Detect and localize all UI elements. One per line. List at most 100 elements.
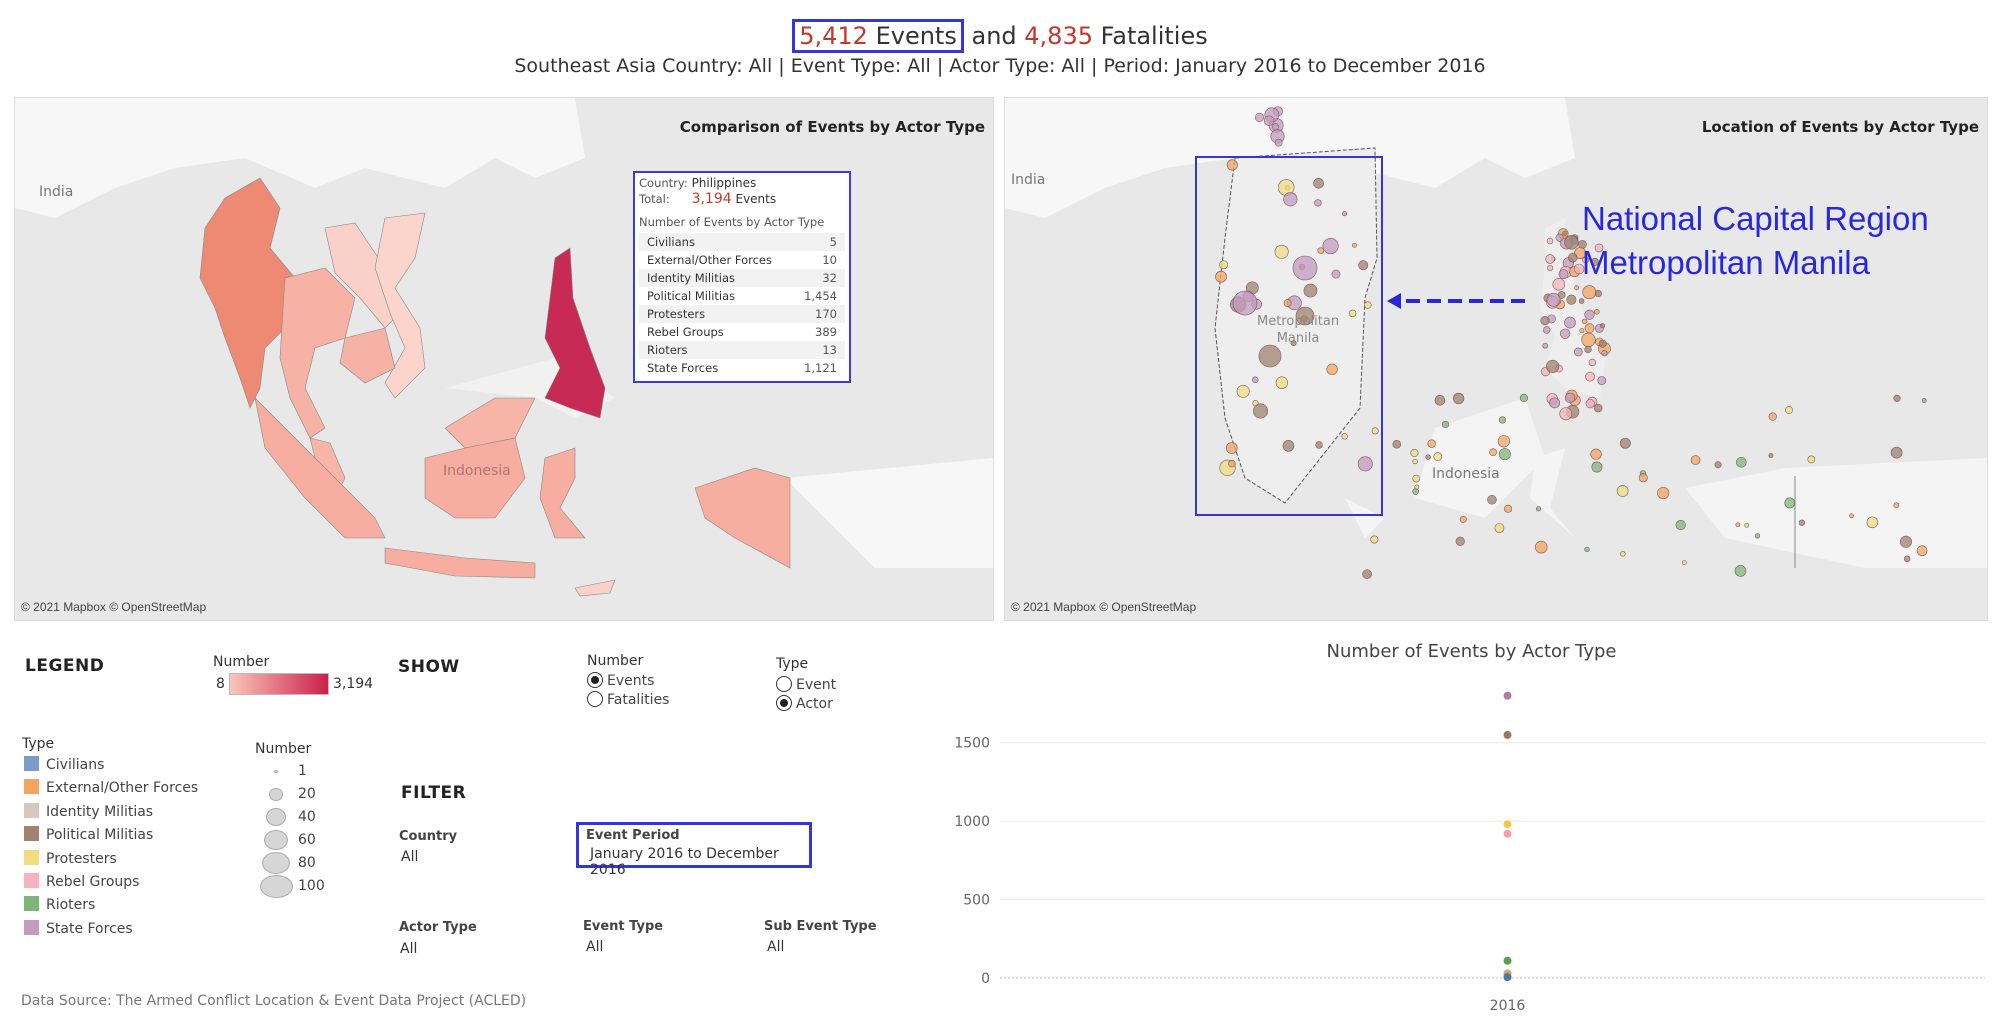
- legend-type-item[interactable]: Rebel Groups: [24, 872, 198, 896]
- event-dot-indonesia[interactable]: [1504, 504, 1513, 513]
- event-dot-manila[interactable]: [1322, 237, 1339, 255]
- legend-type-item[interactable]: Identity Militias: [24, 802, 198, 826]
- event-dot-manila[interactable]: [1275, 376, 1289, 389]
- event-dot-manila[interactable]: [1331, 269, 1341, 279]
- event-dot-philippines[interactable]: [1558, 269, 1569, 280]
- event-dot-indonesia[interactable]: [1487, 495, 1497, 505]
- event-dot-manila[interactable]: [1357, 456, 1373, 472]
- event-dot-philippines[interactable]: [1559, 328, 1571, 339]
- filter-event-period[interactable]: Event Period January 2016 to December 20…: [576, 822, 812, 878]
- event-dot-philippines[interactable]: [1546, 292, 1561, 307]
- event-dot-manila[interactable]: [1215, 270, 1227, 283]
- radio-option[interactable]: Fatalities: [587, 691, 669, 710]
- event-dot-indonesia[interactable]: [1590, 448, 1602, 460]
- event-dot-indonesia[interactable]: [1893, 394, 1901, 402]
- event-dot-indonesia[interactable]: [1455, 536, 1465, 546]
- event-dot-manila[interactable]: [1313, 177, 1324, 189]
- event-dot-indonesia[interactable]: [1681, 560, 1687, 565]
- event-dot-indonesia[interactable]: [1591, 461, 1603, 473]
- event-dot-manila[interactable]: [1253, 403, 1269, 419]
- event-dot-philippines[interactable]: [1601, 350, 1608, 357]
- radio-unselected-icon[interactable]: [587, 691, 603, 707]
- right-symbol-map[interactable]: India Indonesia Metropolitan Manila Loca…: [1004, 97, 1988, 621]
- event-dot-philippines[interactable]: [1594, 289, 1602, 297]
- event-dot-indonesia[interactable]: [1620, 551, 1626, 557]
- event-dot-manila[interactable]: [1258, 344, 1282, 368]
- event-dot-philippines[interactable]: [1559, 407, 1573, 421]
- event-dot-indonesia[interactable]: [1362, 569, 1372, 579]
- event-dot-manila[interactable]: [1226, 159, 1238, 171]
- event-dot-indonesia[interactable]: [1433, 452, 1443, 461]
- event-dot-myanmar[interactable]: [1254, 112, 1265, 122]
- chart-point[interactable]: [1503, 829, 1512, 838]
- event-dot-philippines[interactable]: [1564, 235, 1579, 250]
- event-dot-philippines[interactable]: [1581, 318, 1588, 325]
- legend-type-item[interactable]: Protesters: [24, 849, 198, 873]
- event-dot-indonesia[interactable]: [1459, 515, 1467, 523]
- event-dot-philippines[interactable]: [1549, 397, 1560, 409]
- event-dot-philippines[interactable]: [1542, 342, 1549, 349]
- legend-type-item[interactable]: Rioters: [24, 896, 198, 919]
- event-dot-myanmar[interactable]: [1263, 115, 1275, 126]
- event-dot-manila[interactable]: [1314, 199, 1322, 207]
- event-dot-indonesia[interactable]: [1494, 523, 1505, 533]
- radio-selected-icon[interactable]: [776, 695, 792, 711]
- legend-type-item[interactable]: State Forces: [24, 919, 198, 943]
- event-dot-manila[interactable]: [1290, 340, 1297, 347]
- event-dot-indonesia[interactable]: [1425, 454, 1431, 460]
- event-dot-philippines[interactable]: [1540, 315, 1550, 326]
- event-dot-indonesia[interactable]: [1714, 461, 1722, 469]
- event-dot-manila[interactable]: [1236, 384, 1250, 398]
- event-dot-philippines[interactable]: [1574, 285, 1580, 291]
- event-dot-manila[interactable]: [1232, 290, 1258, 316]
- event-dot-philippines[interactable]: [1584, 323, 1595, 334]
- event-dot-philippines[interactable]: [1546, 359, 1560, 373]
- radio-option[interactable]: Actor: [776, 695, 836, 714]
- event-dot-indonesia[interactable]: [1916, 545, 1928, 557]
- event-dot-manila[interactable]: [1317, 247, 1325, 254]
- event-dot-indonesia[interactable]: [1519, 393, 1529, 403]
- chart-point[interactable]: [1503, 730, 1512, 739]
- event-dot-myanmar[interactable]: [1272, 123, 1280, 131]
- event-dot-indonesia[interactable]: [1849, 513, 1854, 519]
- event-dot-philippines[interactable]: [1588, 358, 1597, 367]
- radio-selected-icon[interactable]: [587, 672, 603, 688]
- event-dot-philippines[interactable]: [1584, 309, 1595, 320]
- event-dot-indonesia[interactable]: [1414, 484, 1420, 490]
- legend-type-item[interactable]: Civilians: [24, 756, 198, 779]
- filter-actor-type-value[interactable]: All: [400, 941, 418, 957]
- event-dot-indonesia[interactable]: [1412, 488, 1419, 495]
- event-dot-manila[interactable]: [1252, 376, 1259, 383]
- event-dot-manila[interactable]: [1228, 459, 1236, 468]
- event-dot-philippines[interactable]: [1555, 233, 1564, 242]
- event-dot-philippines[interactable]: [1585, 399, 1595, 409]
- chart-point[interactable]: [1503, 820, 1512, 829]
- event-dot-manila[interactable]: [1358, 260, 1369, 271]
- event-dot-indonesia[interactable]: [1584, 546, 1590, 553]
- event-dot-indonesia[interactable]: [1768, 453, 1774, 459]
- event-dot-indonesia[interactable]: [1427, 439, 1436, 448]
- event-dot-philippines[interactable]: [1574, 347, 1583, 357]
- event-dot-manila[interactable]: [1303, 283, 1318, 298]
- event-dot-manila[interactable]: [1351, 242, 1357, 248]
- radio-unselected-icon[interactable]: [776, 676, 792, 692]
- event-dot-indonesia[interactable]: [1392, 439, 1402, 449]
- event-dot-philippines[interactable]: [1600, 323, 1606, 329]
- event-dot-manila[interactable]: [1283, 299, 1292, 307]
- event-dot-philippines[interactable]: [1579, 328, 1585, 334]
- event-dot-indonesia[interactable]: [1498, 416, 1506, 424]
- event-dot-philippines[interactable]: [1545, 254, 1555, 264]
- event-dot-indonesia[interactable]: [1921, 398, 1927, 403]
- event-dot-manila[interactable]: [1341, 433, 1348, 440]
- event-dot-indonesia[interactable]: [1754, 533, 1761, 539]
- filter-event-type-value[interactable]: All: [586, 939, 604, 955]
- event-dot-indonesia[interactable]: [1893, 502, 1900, 509]
- event-dot-philippines[interactable]: [1562, 230, 1568, 236]
- event-dot-manila[interactable]: [1274, 244, 1289, 259]
- event-dot-indonesia[interactable]: [1412, 458, 1418, 465]
- event-dot-philippines[interactable]: [1566, 294, 1577, 305]
- event-dot-indonesia[interactable]: [1807, 455, 1816, 464]
- event-dot-philippines[interactable]: [1564, 392, 1576, 404]
- event-dot-philippines[interactable]: [1582, 285, 1597, 300]
- left-choropleth-map[interactable]: India Indonesia Comparison of Events by …: [14, 97, 994, 621]
